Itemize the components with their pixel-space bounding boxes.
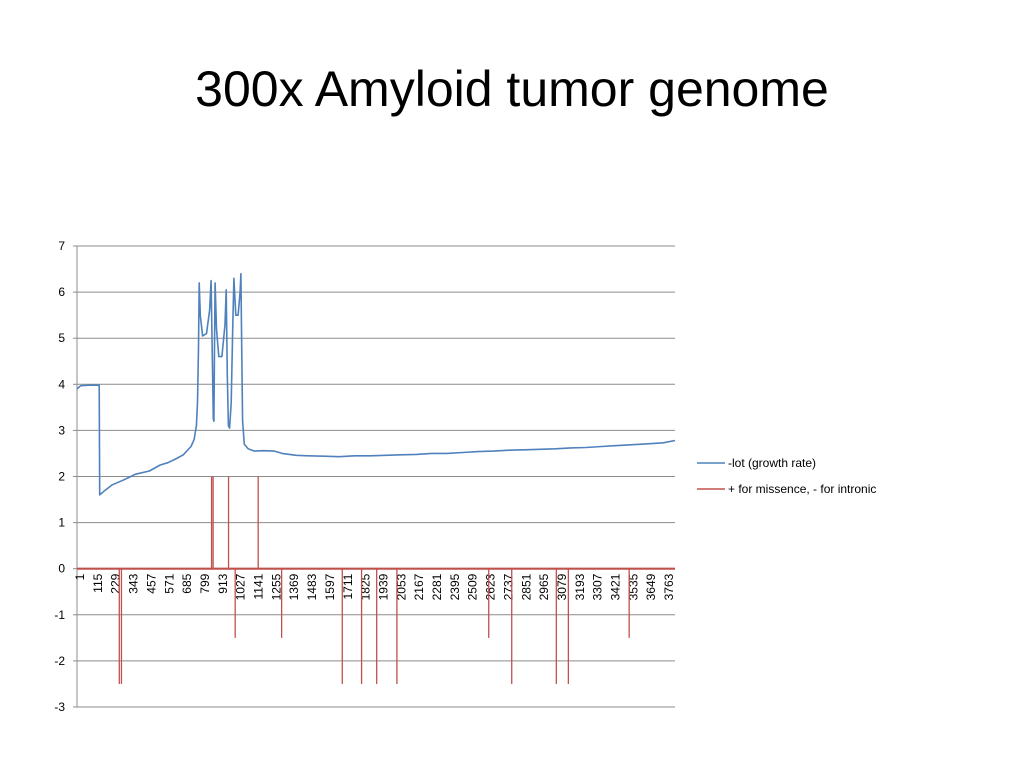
- x-tick-label: 229: [109, 573, 123, 593]
- x-tick-label: 2053: [394, 573, 408, 600]
- x-tick-label: 343: [127, 573, 141, 593]
- x-tick-label: 1597: [323, 573, 337, 600]
- x-tick-label: 3649: [644, 573, 658, 600]
- legend-label: + for missence, - for intronic: [728, 482, 876, 496]
- y-tick-label: 7: [58, 239, 65, 253]
- y-tick-label: 2: [58, 470, 65, 484]
- x-tick-label: 115: [91, 573, 105, 592]
- x-tick-label: 1483: [305, 573, 319, 600]
- gridlines: [77, 245, 675, 708]
- x-tick-label: 1369: [287, 573, 301, 600]
- x-tick-label: 1825: [359, 573, 373, 600]
- x-tick-label: 2851: [519, 573, 533, 600]
- x-tick-label: 1027: [234, 573, 248, 600]
- x-tick-label: 2623: [484, 573, 498, 600]
- y-tick-label: -2: [54, 654, 65, 668]
- x-tick-label: 3763: [662, 573, 676, 600]
- y-tick-label: -1: [54, 608, 65, 622]
- y-tick-label: 0: [58, 562, 65, 576]
- series-line-growth-rate: [76, 272, 676, 496]
- x-tick-label: 1711: [341, 573, 355, 599]
- x-tick-label: 2737: [501, 573, 515, 600]
- x-tick-label: 1255: [269, 573, 283, 600]
- y-tick-label: 3: [58, 423, 65, 437]
- x-tick-label: 3079: [555, 573, 569, 600]
- axes: -3 -2 -1 0 1 2 3 4 5 6 7 1 115 229 343 457 571 685 799 913 1…: [54, 239, 676, 714]
- x-tick-label: 1939: [376, 573, 390, 600]
- x-tick-label: 3193: [573, 573, 587, 600]
- x-tick-label: 913: [216, 573, 230, 593]
- x-tick-label: 2395: [448, 573, 462, 600]
- y-tick-label: 6: [58, 285, 65, 299]
- y-tick-label: 5: [58, 331, 65, 345]
- y-tick-label: 4: [58, 377, 65, 391]
- x-tick-label: 2965: [537, 573, 551, 600]
- x-tick-label: 1141: [252, 573, 266, 599]
- x-tick-label: 799: [198, 573, 212, 593]
- y-tick-label: 1: [58, 516, 65, 530]
- x-tick-label: 3535: [626, 573, 640, 600]
- series-layer: [76, 272, 676, 684]
- x-tick-label: 457: [144, 573, 158, 593]
- x-tick-label: 3307: [591, 573, 605, 600]
- x-tick-label: 3421: [609, 573, 623, 600]
- x-tick-label: 1: [73, 573, 87, 580]
- slide-title: 300x Amyloid tumor genome: [195, 61, 829, 117]
- x-tick-label: 2281: [430, 573, 444, 600]
- x-tick-label: 685: [180, 573, 194, 593]
- legend: -lot (growth rate) + for missence, - for …: [697, 456, 876, 496]
- x-tick-label: 571: [162, 573, 176, 593]
- y-tick-label: -3: [54, 700, 65, 714]
- x-tick-label: 2509: [466, 573, 480, 600]
- legend-label: -lot (growth rate): [728, 456, 816, 470]
- x-tick-label: 2167: [412, 573, 426, 600]
